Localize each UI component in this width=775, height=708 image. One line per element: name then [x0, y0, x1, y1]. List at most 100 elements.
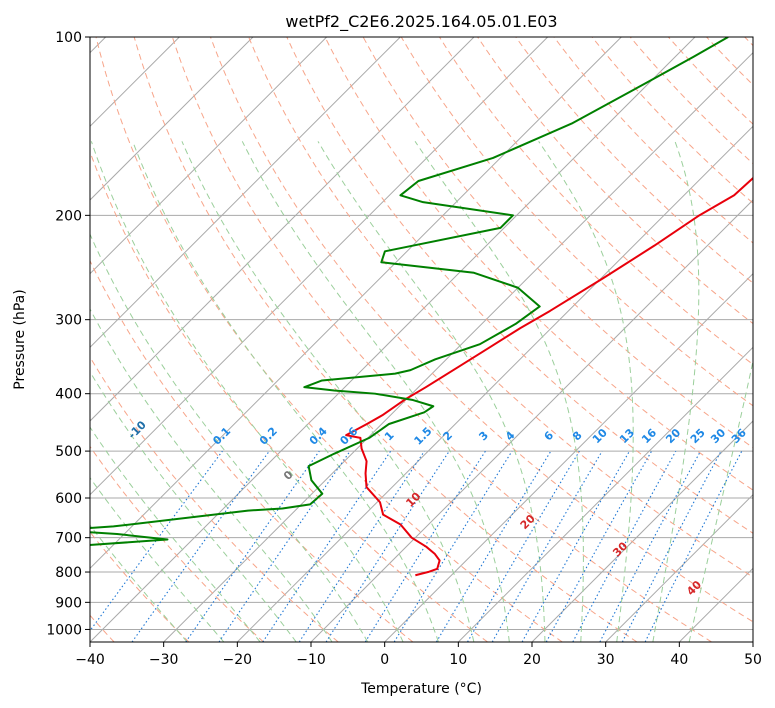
isotherm-line	[605, 493, 753, 642]
y-tick-label: 1000	[46, 622, 82, 638]
isotherm-line	[90, 37, 254, 201]
isotherm-line	[90, 37, 622, 570]
x-tick-label: 40	[670, 652, 688, 668]
dry-adiabat-line	[95, 37, 563, 642]
x-tick-label: 50	[744, 652, 762, 668]
isotherm-line	[678, 567, 753, 642]
dry-adiabat-line	[706, 37, 753, 86]
mixing-ratio-line	[185, 450, 320, 642]
moist-adiabat-line	[90, 141, 404, 642]
moist-adiabat-line	[90, 476, 225, 642]
dry-adiabat-line	[210, 37, 753, 623]
moist-adiabat-line	[132, 141, 439, 642]
mixing-ratio-label: 4	[503, 429, 518, 444]
dry-adiabats	[90, 37, 753, 642]
x-tick-label: 20	[523, 652, 541, 668]
x-tick-label: −40	[75, 652, 105, 668]
isotherm-line	[531, 420, 753, 642]
isotherm-line	[90, 37, 401, 349]
plot-area: -100-90-80-70-60-50-40-30-20-10010203040…	[90, 37, 753, 642]
dry-adiabat-line	[90, 531, 190, 642]
chart-title: wetPf2_C2E6.2025.164.05.01.E03	[285, 12, 557, 32]
isotherm-line	[384, 272, 753, 642]
mixing-ratio-label: 1	[382, 429, 397, 444]
mixing-ratio-line	[218, 450, 351, 642]
dry-adiabat-line	[248, 37, 753, 578]
dewpoint-profile-line	[90, 37, 729, 547]
dry-adiabat-line	[90, 259, 414, 642]
mixing-ratio-label: 13	[617, 426, 637, 446]
mixing-ratio-line	[393, 450, 513, 642]
mixing-ratio-line	[644, 450, 743, 642]
moist-adiabat-line	[414, 141, 584, 642]
dry-adiabat-line	[133, 37, 638, 642]
moist-adiabat-line	[181, 141, 475, 642]
mixing-ratio-line	[90, 450, 223, 632]
mixing-ratio-label: 0.2	[257, 425, 280, 448]
mixing-ratio-line	[298, 450, 425, 642]
mixing-ratio-label: 30	[708, 426, 728, 446]
mixing-ratio-label: 20	[663, 426, 683, 446]
x-tick-label: 30	[597, 652, 615, 668]
dry-adiabat-line	[668, 37, 753, 125]
isobar-grid	[90, 37, 753, 630]
dry-adiabat-line	[286, 37, 753, 534]
y-tick-label: 200	[55, 208, 82, 224]
moist-adiabat-line	[90, 233, 369, 642]
isotherm-line	[90, 37, 475, 422]
mixing-ratio-line	[325, 450, 450, 642]
moist-adiabat-label: 40	[684, 578, 704, 598]
mixing-ratio-label: 2	[440, 429, 455, 444]
isotherm-line	[90, 37, 549, 496]
temperature-profile-line	[345, 176, 753, 577]
y-tick-label: 100	[55, 30, 82, 46]
dry-adiabat-line	[515, 37, 753, 284]
dry-adiabat-line	[744, 37, 753, 47]
isotherm-line	[310, 199, 753, 642]
moist-adiabat-line	[90, 524, 188, 642]
dry-adiabat-line	[90, 150, 488, 642]
mixing-ratio-label: 0.4	[307, 424, 330, 447]
mixing-ratio-line	[521, 450, 630, 642]
x-tick-label: −30	[149, 652, 179, 668]
y-tick-label: 900	[55, 595, 82, 611]
y-tick-label: 700	[55, 531, 82, 547]
x-axis-title: Temperature (°C)	[360, 681, 482, 697]
mixing-ratio-label: 10	[590, 426, 610, 446]
dry-adiabat-line	[90, 445, 264, 642]
isotherm-line	[457, 346, 753, 642]
y-tick-label: 600	[55, 491, 82, 507]
moist-adiabat-line	[538, 141, 634, 642]
moist-adiabat-line	[317, 141, 546, 642]
x-tick-label: 0	[380, 652, 389, 668]
x-tick-label: 10	[449, 652, 467, 668]
mixing-ratio-label: 8	[570, 429, 585, 444]
y-tick-label: 400	[55, 387, 82, 403]
moist-adiabat-line	[688, 358, 753, 642]
mixing-ratio-label: 3	[476, 429, 491, 444]
moist-adiabat-line	[90, 426, 261, 642]
isopleth-labels: -100-90-80-70-60-50-40-30-20-10010203040…	[126, 418, 750, 598]
mixing-ratio-line	[545, 450, 653, 642]
y-tick-label: 800	[55, 565, 82, 581]
mixing-ratio-line	[435, 450, 552, 642]
plot-frame	[89, 36, 754, 643]
sounding-series	[90, 37, 753, 577]
moist-adiabat-line	[90, 370, 297, 642]
mixing-ratio-lines	[90, 450, 743, 642]
moist-adiabat-line	[90, 308, 333, 642]
mixing-ratio-line	[131, 450, 270, 642]
isotherm-line	[236, 125, 753, 642]
moist-adiabats	[90, 141, 753, 642]
dry-adiabat-label: -10	[126, 418, 149, 441]
x-axis: −40 −30 −20 −10 0 10 20 30 40 50	[75, 642, 762, 668]
x-tick-label: −10	[296, 652, 326, 668]
dry-adiabat-line	[553, 37, 753, 244]
mixing-ratio-line	[572, 450, 677, 642]
isotherm-line	[90, 37, 328, 275]
y-tick-label: 500	[55, 444, 82, 460]
moist-adiabat-line	[241, 141, 510, 642]
isotherm-line	[752, 641, 753, 642]
y-axis: 100 200 300 400 500 600 700 800 900 1000	[46, 30, 90, 638]
